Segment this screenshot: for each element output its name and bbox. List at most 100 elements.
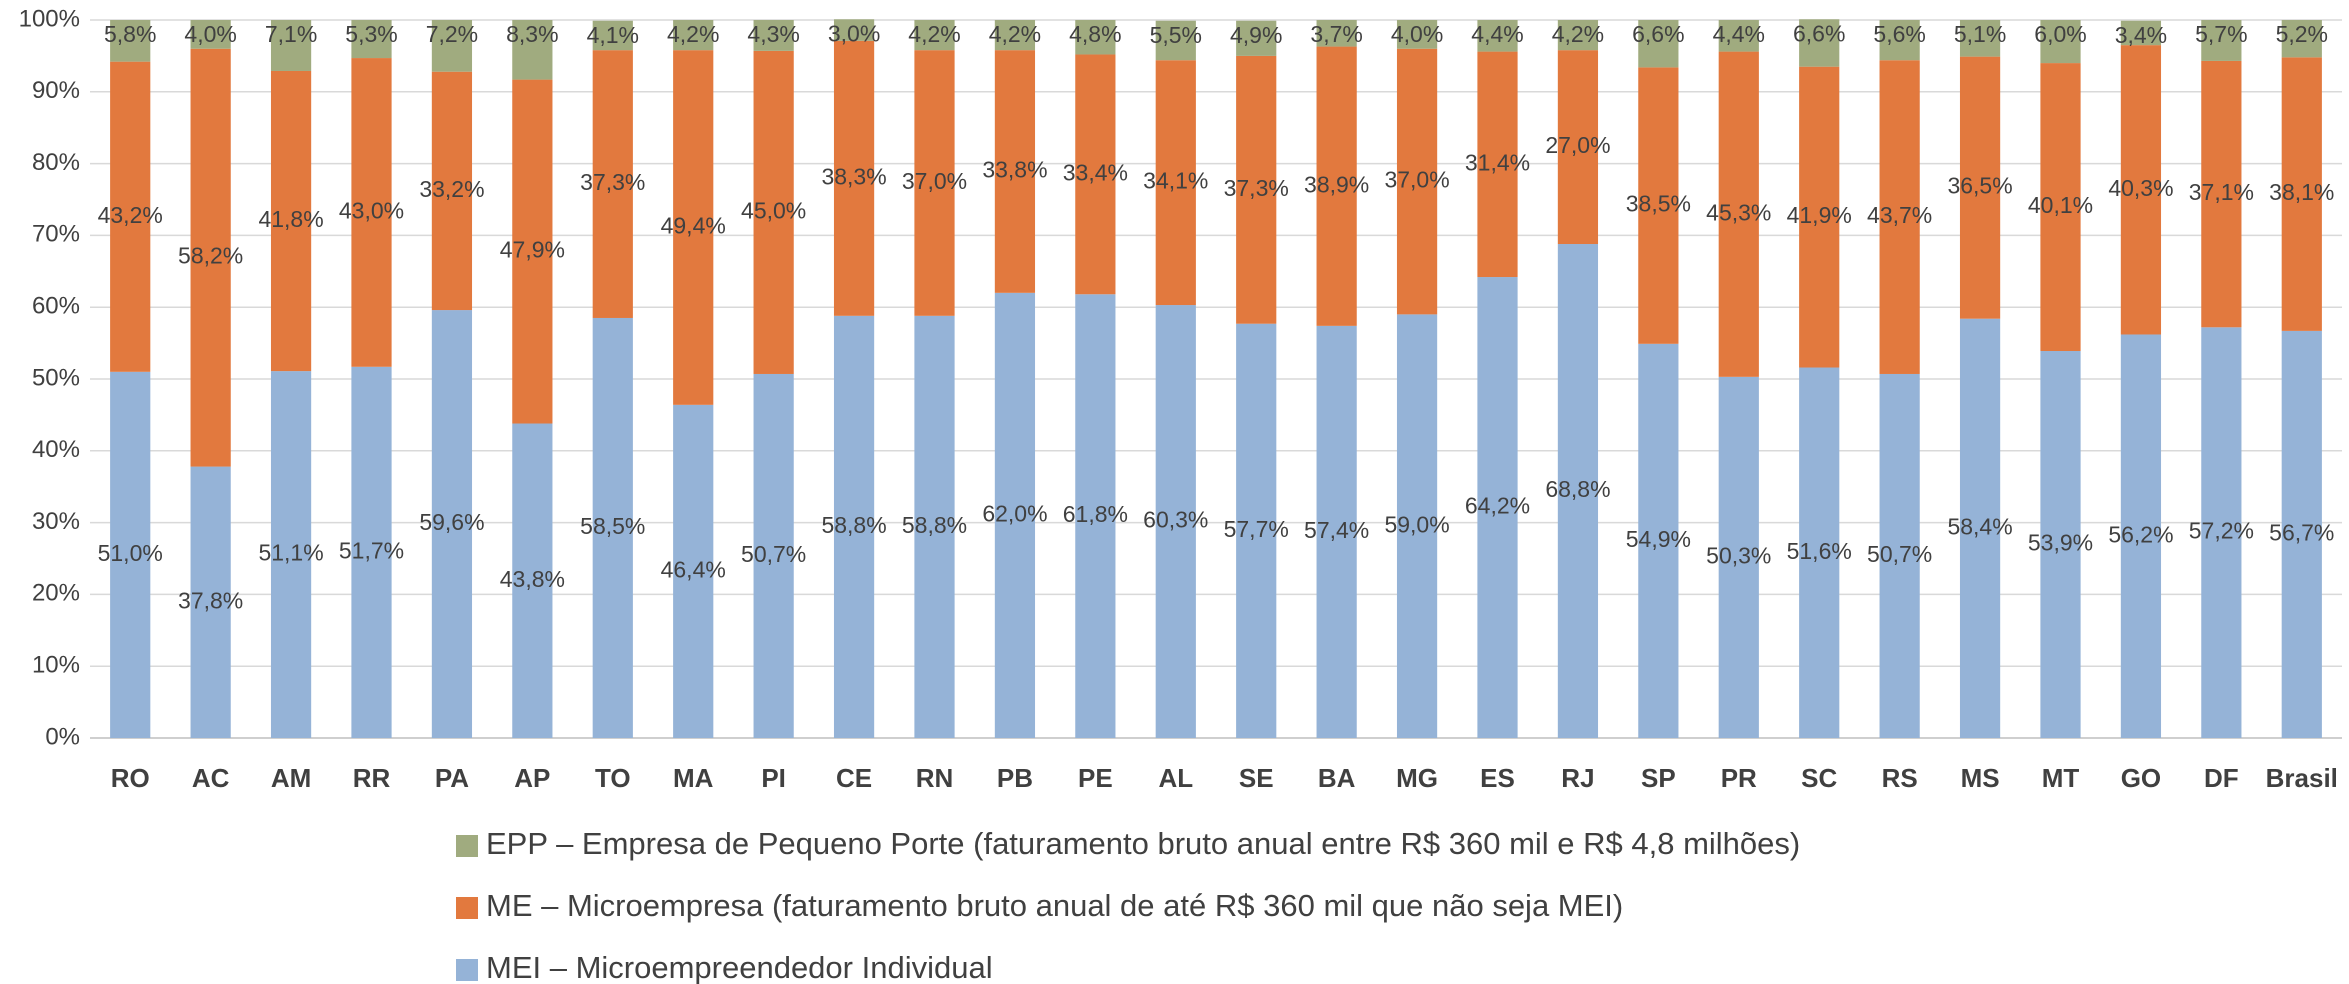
- bar-segment: [351, 58, 392, 367]
- bar-segment: [2281, 20, 2322, 58]
- data-label: 68,8%: [1545, 476, 1610, 502]
- data-label: 56,7%: [2269, 520, 2334, 546]
- bar-segment: [1959, 56, 2001, 319]
- x-tick-label: AM: [271, 763, 311, 793]
- x-tick-label: PB: [997, 763, 1033, 793]
- data-label: 4,8%: [1069, 21, 1121, 47]
- data-label: 60,3%: [1143, 507, 1208, 533]
- data-label: 33,8%: [982, 157, 1047, 183]
- bar-segment: [1396, 314, 1438, 738]
- data-label: 41,9%: [1787, 202, 1852, 228]
- data-label: 31,4%: [1465, 149, 1530, 175]
- data-label: 64,2%: [1465, 493, 1530, 519]
- bar-segment: [592, 20, 633, 51]
- bar-segment: [833, 19, 875, 41]
- x-tick-label: AP: [514, 763, 550, 793]
- data-label: 50,7%: [1867, 541, 1932, 567]
- data-label: 40,3%: [2108, 175, 2173, 201]
- bar-segment: [351, 20, 392, 59]
- data-label: 4,2%: [989, 21, 1041, 47]
- y-tick-label: 0%: [45, 723, 80, 750]
- data-label: 51,0%: [98, 540, 163, 566]
- bar-segment: [270, 371, 312, 738]
- bar-segment: [1718, 51, 1759, 377]
- x-tick-label: BA: [1318, 763, 1356, 793]
- x-tick-label: TO: [595, 763, 631, 793]
- bar-segment: [1638, 343, 1679, 738]
- x-tick-label: SP: [1641, 763, 1676, 793]
- y-tick-label: 50%: [32, 364, 80, 391]
- y-tick-label: 20%: [32, 580, 80, 607]
- data-label: 5,7%: [2195, 21, 2247, 47]
- data-label: 37,3%: [1224, 175, 1289, 201]
- bar-segment: [2281, 57, 2322, 331]
- data-label: 37,1%: [2189, 179, 2254, 205]
- data-label: 7,1%: [265, 21, 317, 47]
- bar-segment: [1799, 66, 1840, 368]
- bar-segment: [1075, 54, 1116, 295]
- x-tick-label: MS: [1961, 763, 2000, 793]
- bar-segment: [753, 50, 794, 374]
- bar-segment: [1396, 48, 1438, 315]
- bar-segment: [2201, 327, 2242, 738]
- bar-segment: [1959, 318, 2001, 738]
- bar-segment: [1718, 20, 1759, 52]
- x-tick-label: CE: [836, 763, 872, 793]
- bar-segment: [1477, 20, 1518, 52]
- data-label: 6,6%: [1793, 20, 1845, 46]
- x-tick-label: ES: [1480, 763, 1515, 793]
- data-label: 37,0%: [902, 168, 967, 194]
- bar-segment: [994, 20, 1036, 51]
- y-tick-label: 90%: [32, 77, 80, 104]
- data-label: 38,9%: [1304, 171, 1369, 197]
- y-tick-label: 10%: [32, 652, 80, 679]
- x-tick-label: RO: [111, 763, 150, 793]
- legend-label: MEI – Microempreendedor Individual: [486, 950, 993, 984]
- x-tick-label: GO: [2121, 763, 2161, 793]
- data-label: 5,8%: [104, 21, 156, 47]
- bar-segment: [592, 317, 633, 738]
- bar-segment: [914, 315, 955, 738]
- bar-segment: [512, 20, 553, 80]
- data-label: 45,0%: [741, 198, 806, 224]
- bar-segment: [1477, 51, 1518, 278]
- data-label: 41,8%: [258, 206, 323, 232]
- data-label: 4,2%: [908, 21, 960, 47]
- data-label: 33,4%: [1063, 159, 1128, 185]
- x-tick-label: MT: [2042, 763, 2080, 793]
- data-label: 43,0%: [339, 198, 404, 224]
- data-label: 36,5%: [1947, 173, 2012, 199]
- bar-segment: [110, 371, 151, 738]
- x-tick-label: PA: [435, 763, 469, 793]
- bar-segment: [190, 20, 231, 49]
- data-label: 58,2%: [178, 243, 243, 269]
- data-label: 57,7%: [1224, 516, 1289, 542]
- bar-segment: [1316, 20, 1357, 47]
- bar-segment: [431, 20, 473, 72]
- bar-segment: [2040, 20, 2081, 64]
- x-tick-label: RN: [916, 763, 954, 793]
- data-label: 61,8%: [1063, 501, 1128, 527]
- data-label: 45,3%: [1706, 199, 1771, 225]
- data-label: 33,2%: [419, 176, 484, 202]
- bar-segment: [1316, 325, 1357, 738]
- bar-segment: [1155, 60, 1196, 306]
- data-label: 34,1%: [1143, 168, 1208, 194]
- legend-label: EPP – Empresa de Pequeno Porte (faturame…: [486, 826, 1800, 861]
- bar-segment: [1075, 294, 1116, 738]
- bar-segment: [110, 20, 151, 62]
- y-tick-label: 80%: [32, 149, 80, 176]
- bar-segment: [833, 40, 875, 316]
- bar-segment: [673, 20, 714, 51]
- bar-segment: [2281, 330, 2322, 738]
- data-label: 56,2%: [2108, 521, 2173, 547]
- data-label: 4,1%: [587, 22, 639, 48]
- data-label: 4,4%: [1713, 21, 1765, 47]
- data-label: 27,0%: [1545, 132, 1610, 158]
- bar-segment: [753, 20, 794, 51]
- x-tick-label: SC: [1801, 763, 1837, 793]
- x-tick-label: Brasil: [2266, 763, 2338, 793]
- data-label: 59,6%: [419, 509, 484, 535]
- data-label: 4,4%: [1471, 21, 1523, 47]
- data-label: 58,8%: [821, 512, 886, 538]
